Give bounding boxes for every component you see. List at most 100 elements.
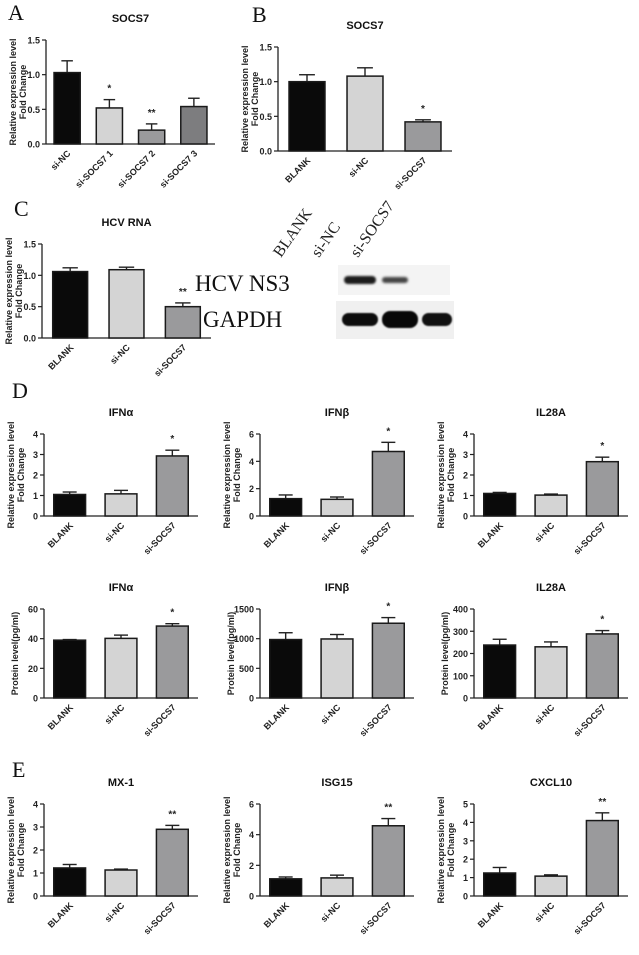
y-tick-label: 20 <box>28 664 38 674</box>
x-tick-label: BLANK <box>262 520 292 550</box>
bar <box>320 498 354 517</box>
y-axis-label: Relative expression level <box>240 45 250 152</box>
y-tick-label: 3 <box>463 836 468 846</box>
chart-title: IL28A <box>536 407 566 419</box>
chart-title: ISG15 <box>321 777 352 789</box>
y-tick-label: 0 <box>249 892 254 902</box>
wb-row-label-hcv-ns3: HCV NS3 <box>195 271 290 296</box>
significance-marker: * <box>170 434 174 445</box>
y-tick-label: 500 <box>239 664 254 674</box>
significance-marker: * <box>107 84 111 95</box>
western-blot: BLANK si-NC si-SOCS7 HCV NS3 GAPDH <box>195 198 454 345</box>
bar <box>585 633 619 699</box>
bar-chart-c: HCV RNA Relative expression level Fold Cha… <box>4 212 219 392</box>
x-tick-label: BLANK <box>46 702 76 732</box>
x-tick-label: si-SOCS7 <box>392 155 428 191</box>
y-tick-label: 0 <box>463 892 468 902</box>
bar <box>534 646 568 699</box>
y-tick-label: 1.0 <box>27 70 40 80</box>
y-axis-label: Protein level(pg/ml) <box>10 612 20 696</box>
x-tick-label: BLANK <box>262 702 292 732</box>
y-axis-label: Relative expression level <box>6 421 16 528</box>
y-tick-label: 1.0 <box>23 271 36 281</box>
y-tick-label: 1 <box>33 869 38 879</box>
y-tick-label: 4 <box>249 457 254 467</box>
panel-letter-e: E <box>12 757 26 782</box>
bar <box>155 455 189 517</box>
wb-band <box>382 277 408 283</box>
y-tick-label: 0 <box>463 512 468 522</box>
x-tick-label: si-NC <box>319 702 343 726</box>
y-tick-label: 0.5 <box>259 112 272 122</box>
x-tick-label: BLANK <box>476 702 506 732</box>
x-tick-label: si-SOCS7 <box>142 702 178 738</box>
y-tick-label: 300 <box>453 627 468 637</box>
wb-blot-gapdh <box>336 301 454 339</box>
x-tick-label: si-NC <box>103 520 127 544</box>
y-tick-label: 1500 <box>234 605 254 615</box>
wb-band <box>422 313 452 326</box>
x-tick-label: si-SOCS7 <box>358 702 394 738</box>
bar <box>371 450 405 517</box>
y-tick-label: 3 <box>33 450 38 460</box>
chart-title: HCV RNA <box>101 217 151 229</box>
bar <box>108 268 145 339</box>
x-tick-label: si-SOCS7 <box>152 342 188 378</box>
y-tick-label: 1.5 <box>259 43 272 53</box>
significance-marker: ** <box>598 797 606 808</box>
y-tick-label: 1000 <box>234 634 254 644</box>
x-tick-label: BLANK <box>46 900 76 930</box>
x-tick-label: si-SOCS7 1 <box>73 148 114 189</box>
y-tick-label: 3 <box>33 823 38 833</box>
bar <box>534 494 568 517</box>
chart-title: SOCS7 <box>112 13 149 25</box>
panel-letter-b: B <box>252 2 267 27</box>
bar <box>51 270 89 339</box>
bar <box>346 75 384 152</box>
chart-title: MX-1 <box>108 777 134 789</box>
y-axis-label: Relative expression level <box>4 237 14 344</box>
wb-band <box>382 311 418 328</box>
bar <box>155 625 189 699</box>
y-tick-label: 6 <box>249 430 254 440</box>
bar <box>53 71 81 145</box>
x-tick-label: si-SOCS7 <box>572 702 608 738</box>
x-tick-label: BLANK <box>476 520 506 550</box>
wb-lane-label: si-SOCS7 <box>347 198 398 261</box>
y-tick-label: 4 <box>33 800 38 810</box>
chart-title: IFNβ <box>325 582 350 594</box>
y-tick-label: 400 <box>453 605 468 615</box>
y-axis-label: Fold Change <box>16 448 26 503</box>
panel-letter-d: D <box>12 378 28 403</box>
x-tick-label: si-SOCS7 <box>572 900 608 936</box>
chart-title: CXCL10 <box>530 777 572 789</box>
bar <box>180 105 208 145</box>
chart-title: SOCS7 <box>346 20 383 32</box>
x-tick-label: si-NC <box>49 148 73 172</box>
wb-lane-label: BLANK <box>270 205 316 261</box>
bar-chart-d2: IFNβ Relative expression level Fold Change… <box>222 402 422 570</box>
significance-marker: * <box>600 615 604 626</box>
x-tick-label: si-SOCS7 3 <box>158 148 199 189</box>
bar <box>53 639 87 699</box>
significance-marker: * <box>170 608 174 619</box>
y-tick-label: 2 <box>463 471 468 481</box>
y-tick-label: 1.0 <box>259 77 272 87</box>
y-axis-label: Relative expression level <box>6 796 16 903</box>
x-tick-label: si-SOCS7 <box>358 900 394 936</box>
y-axis-label: Fold Change <box>18 65 28 120</box>
bar <box>483 872 517 897</box>
panel-letter-a: A <box>8 0 24 25</box>
bar <box>104 637 138 699</box>
y-tick-label: 2 <box>249 861 254 871</box>
x-tick-label: BLANK <box>476 900 506 930</box>
bar-chart-a: SOCS7 Relative expression level Fold Chang… <box>8 8 223 198</box>
x-tick-label: si-NC <box>533 900 557 924</box>
y-tick-label: 4 <box>463 818 468 828</box>
x-tick-label: si-NC <box>319 520 343 544</box>
bar-chart-d5: IFNβ Protein level(pg/ml) 0 500 1000 1500 BLAN… <box>222 577 422 752</box>
bar <box>269 638 303 699</box>
x-tick-label: si-SOCS7 <box>572 520 608 556</box>
bar-chart-d6: IL28A Protein level(pg/ml) 0 100 200 300 400 BL… <box>436 577 636 752</box>
bar <box>483 644 517 699</box>
